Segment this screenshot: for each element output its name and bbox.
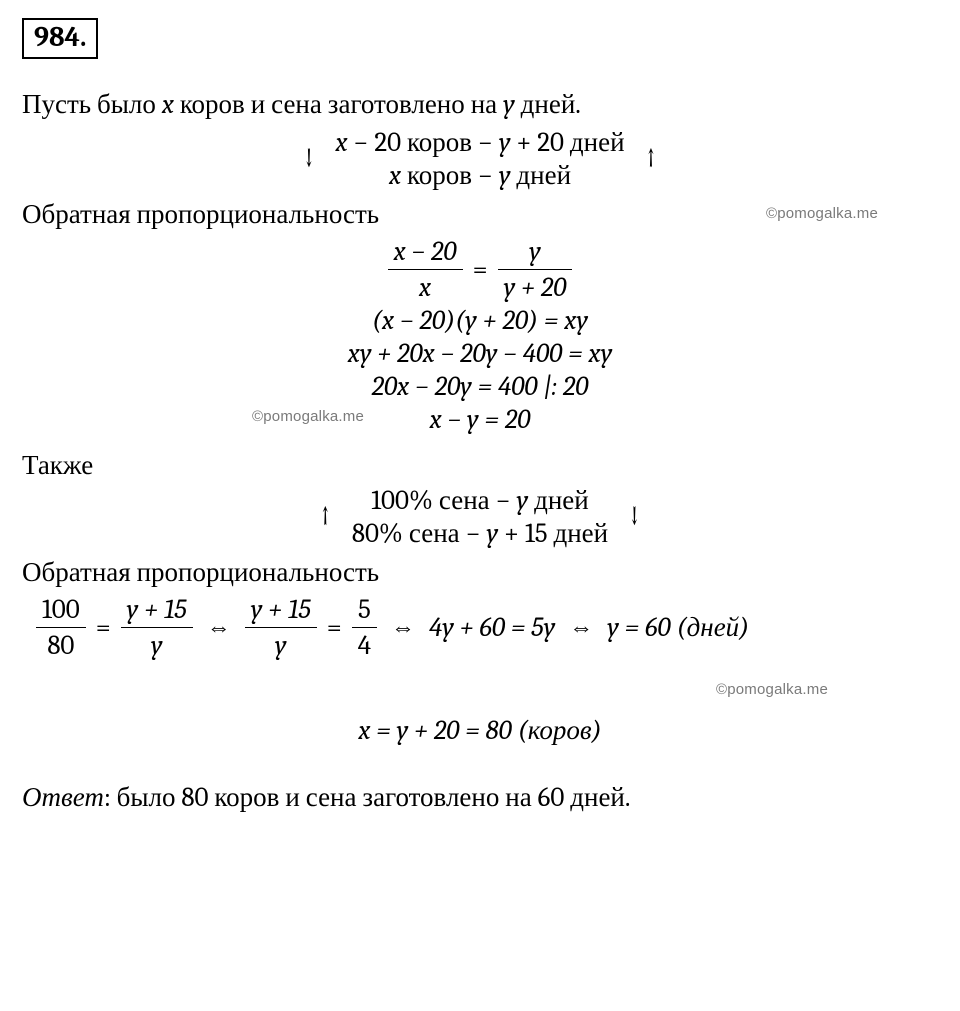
- iff-icon: ⇔: [203, 613, 235, 642]
- fraction-bar-icon: [36, 627, 86, 628]
- intro-prefix: Пусть было: [22, 89, 162, 120]
- answer-label: Ответ: [22, 782, 104, 813]
- r2l2-y: y: [486, 518, 498, 549]
- relation1-line1: x − 20 коров − y + 20 дней: [335, 127, 624, 158]
- intro-x: x: [162, 89, 174, 120]
- equation-chain: 100 80 = y + 15 y ⇔ y + 15 y = 5 4 ⇔ 4y …: [22, 594, 938, 661]
- fraction-lhs-1: x − 20 x: [388, 236, 463, 303]
- frac1-rhs-num: y: [523, 236, 547, 267]
- intro-mid: коров и сена заготовлено на: [174, 89, 503, 120]
- down-arrow-icon: ↓: [305, 144, 314, 174]
- answer-text: : было 80 коров и сена заготовлено на 60…: [104, 782, 631, 813]
- final-x-text: x = y + 20 = 80 (коров): [358, 715, 601, 746]
- step-1: (x − 20)(y + 20) = xy: [22, 305, 938, 336]
- intro-paragraph: Пусть было x коров и сена заготовлено на…: [22, 87, 938, 123]
- final-x-equation: x = y + 20 = 80 (коров): [22, 715, 938, 746]
- frac1-rhs-den: y + 20: [498, 272, 573, 303]
- chain-frac-3: y + 15 y: [245, 594, 317, 661]
- down-arrow-icon: ↓: [630, 502, 639, 532]
- chain-eq2: =: [327, 612, 342, 643]
- watermark-3: ©pomogalka.me: [716, 681, 828, 698]
- step-3: 20x − 20y = 400 |: 20: [22, 371, 938, 402]
- relation-lines-2: 100% сена − y дней 80% сена − y + 15 дне…: [352, 485, 608, 549]
- r1l1-x: x: [335, 127, 347, 158]
- r2l2-t1: + 15 дней: [498, 518, 608, 549]
- relation2-line1: 100% сена − y дней: [371, 485, 588, 516]
- chain-frac-1: 100 80: [36, 594, 86, 661]
- relation-block-1: ↓ x − 20 коров − y + 20 дней x коров − y…: [22, 127, 938, 191]
- chain-f4-den: 4: [352, 630, 377, 661]
- chain-eq1: =: [96, 612, 111, 643]
- r1l2-t2: дней: [510, 160, 571, 191]
- chain-f4-num: 5: [352, 594, 377, 625]
- step1-text: (x − 20)(y + 20) = xy: [372, 305, 588, 336]
- r2l2-t0: 80% сена −: [352, 518, 487, 549]
- step2-text: xy + 20x − 20y − 400 = xy: [348, 338, 612, 369]
- inverse-proportionality-label-1: Обратная пропорциональность ©pomogalka.m…: [22, 199, 938, 230]
- r1l2-x: x: [389, 160, 401, 191]
- answer-line: Ответ: было 80 коров и сена заготовлено …: [22, 782, 938, 813]
- r1l1-t1: − 20 коров −: [347, 127, 498, 158]
- chain-r4: y = 60 (дней): [607, 612, 749, 643]
- r2l1-t0: 100% сена −: [371, 485, 516, 516]
- problem-number-box: 984.: [22, 18, 98, 59]
- relation-lines-1: x − 20 коров − y + 20 дней x коров − y д…: [335, 127, 624, 191]
- relation1-line2: x коров − y дней: [389, 160, 571, 191]
- relation2-line2: 80% сена − y + 15 дней: [352, 518, 608, 549]
- watermark-3-holder: ©pomogalka.me: [22, 681, 938, 709]
- fraction-bar-icon: [121, 627, 193, 628]
- inverse-proportionality-label-2: Обратная пропорциональность: [22, 557, 938, 588]
- also-label-text: Также: [22, 450, 93, 481]
- fraction-bar-icon: [245, 627, 317, 628]
- inverse-label-1-text: Обратная пропорциональность: [22, 199, 379, 230]
- intro-y: y: [503, 89, 515, 120]
- iff-icon: ⇔: [387, 613, 419, 642]
- chain-f1-den: 80: [41, 630, 80, 661]
- frac-eq1-equals: =: [473, 254, 488, 285]
- also-label: Также: [22, 450, 938, 481]
- frac1-lhs-den: x: [413, 272, 437, 303]
- fraction-bar-icon: [498, 269, 573, 270]
- chain-r3: 4y + 60 = 5y: [429, 612, 555, 643]
- step4-text: x − y = 20: [430, 404, 531, 435]
- fraction-bar-icon: [352, 627, 377, 628]
- problem-number: 984.: [34, 21, 86, 53]
- fraction-rhs-1: y y + 20: [498, 236, 573, 303]
- fraction-equation-1: x − 20 x = y y + 20: [22, 236, 938, 303]
- chain-frac-4: 5 4: [352, 594, 377, 661]
- up-arrow-icon: ↑: [647, 144, 656, 174]
- chain-f2-den: y: [145, 630, 169, 661]
- r1l2-y: y: [499, 160, 511, 191]
- r1l1-t2: + 20 дней: [510, 127, 624, 158]
- r2l1-t1: дней: [528, 485, 589, 516]
- up-arrow-icon: ↑: [321, 502, 330, 532]
- frac1-lhs-num: x − 20: [388, 236, 463, 267]
- step-4-holder: ©pomogalka.me x − y = 20: [22, 402, 938, 442]
- chain-f1-num: 100: [36, 594, 86, 625]
- intro-suffix: дней.: [515, 89, 581, 120]
- step-4: x − y = 20: [22, 404, 938, 435]
- chain-f2-num: y + 15: [121, 594, 193, 625]
- watermark-1: ©pomogalka.me: [766, 205, 878, 222]
- r1l1-y: y: [499, 127, 511, 158]
- chain-f3-num: y + 15: [245, 594, 317, 625]
- iff-icon: ⇔: [565, 613, 597, 642]
- r1l2-t1: коров −: [401, 160, 499, 191]
- step-2: xy + 20x − 20y − 400 = xy: [22, 338, 938, 369]
- fraction-bar-icon: [388, 269, 463, 270]
- chain-frac-2: y + 15 y: [121, 594, 193, 661]
- r2l1-y: y: [517, 485, 529, 516]
- step3-text: 20x − 20y = 400 |: 20: [372, 371, 589, 402]
- chain-f3-den: y: [269, 630, 293, 661]
- inverse-label-2-text: Обратная пропорциональность: [22, 557, 379, 588]
- solution-page: 984. Пусть было x коров и сена заготовле…: [0, 0, 960, 1011]
- relation-block-2: ↑ 100% сена − y дней 80% сена − y + 15 д…: [22, 485, 938, 549]
